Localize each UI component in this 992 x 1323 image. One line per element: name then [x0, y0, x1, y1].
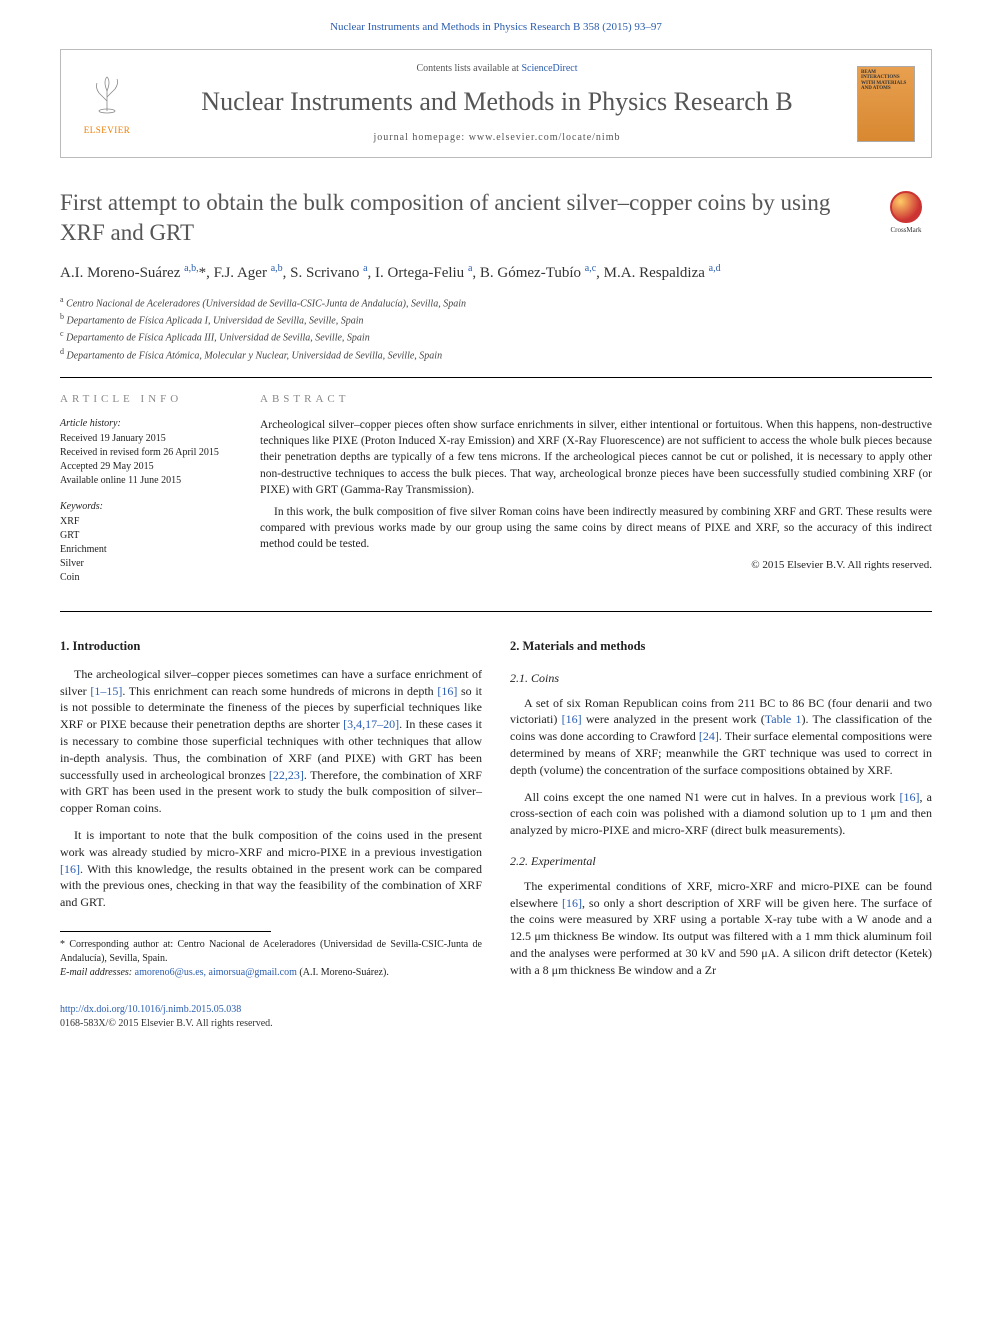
- affiliation-line: a Centro Nacional de Aceleradores (Unive…: [60, 294, 932, 311]
- keyword-item: Silver: [60, 557, 236, 571]
- abstract-paragraph: In this work, the bulk composition of fi…: [260, 504, 932, 552]
- keyword-item: Coin: [60, 571, 236, 585]
- affiliation-line: d Departamento de Física Atómica, Molecu…: [60, 346, 932, 363]
- email-label: E-mail addresses:: [60, 967, 132, 978]
- elsevier-tree-icon: [85, 71, 129, 122]
- history-label: Article history:: [60, 417, 236, 431]
- email-line: E-mail addresses: amoreno6@us.es, aimors…: [60, 966, 482, 980]
- article-history: Article history: Received 19 January 201…: [60, 417, 236, 488]
- keyword-item: GRT: [60, 529, 236, 543]
- affiliation-line: b Departamento de Física Aplicada I, Uni…: [60, 311, 932, 328]
- body-paragraph: All coins except the one named N1 were c…: [510, 789, 932, 839]
- doi-link[interactable]: http://dx.doi.org/10.1016/j.nimb.2015.05…: [60, 1004, 241, 1015]
- abstract-heading: ABSTRACT: [260, 392, 932, 407]
- body-paragraph: The experimental conditions of XRF, micr…: [510, 878, 932, 979]
- history-line: Accepted 29 May 2015: [60, 460, 236, 474]
- body-paragraph: The archeological silver–copper pieces s…: [60, 666, 482, 817]
- journal-homepage[interactable]: journal homepage: www.elsevier.com/locat…: [137, 131, 857, 145]
- cover-thumb-text: BEAM INTERACTIONS WITH MATERIALS AND ATO…: [861, 70, 911, 92]
- article-info-heading: ARTICLE INFO: [60, 392, 236, 407]
- article-title: First attempt to obtain the bulk composi…: [60, 188, 868, 248]
- section-heading-intro: 1. Introduction: [60, 638, 482, 656]
- author-email-link[interactable]: amoreno6@us.es, aimorsua@gmail.com: [135, 967, 297, 978]
- body-paragraph: A set of six Roman Republican coins from…: [510, 695, 932, 779]
- elsevier-label: ELSEVIER: [84, 124, 131, 137]
- journal-cover-thumbnail[interactable]: BEAM INTERACTIONS WITH MATERIALS AND ATO…: [857, 66, 915, 142]
- contents-line: Contents lists available at ScienceDirec…: [137, 62, 857, 76]
- subsection-heading: 2.1. Coins: [510, 670, 932, 687]
- crossmark-badge[interactable]: CrossMark: [880, 188, 932, 240]
- journal-name: Nuclear Instruments and Methods in Physi…: [137, 84, 857, 120]
- footnote-divider: [60, 931, 271, 932]
- history-line: Received in revised form 26 April 2015: [60, 446, 236, 460]
- history-line: Available online 11 June 2015: [60, 474, 236, 488]
- abstract-copyright: © 2015 Elsevier B.V. All rights reserved…: [260, 558, 932, 573]
- abstract-panel: ABSTRACT Archeological silver–copper pie…: [260, 392, 932, 597]
- header-center: Contents lists available at ScienceDirec…: [137, 62, 857, 144]
- right-column: 2. Materials and methods 2.1. Coins A set…: [510, 638, 932, 988]
- abstract-paragraph: Archeological silver–copper pieces often…: [260, 417, 932, 497]
- article-info-panel: ARTICLE INFO Article history: Received 1…: [60, 392, 260, 597]
- elsevier-logo[interactable]: ELSEVIER: [77, 69, 137, 139]
- crossmark-label: CrossMark: [890, 226, 921, 236]
- keyword-item: Enrichment: [60, 543, 236, 557]
- keyword-item: XRF: [60, 515, 236, 529]
- divider: [60, 611, 932, 612]
- left-column: 1. Introduction The archeological silver…: [60, 638, 482, 988]
- email-author-name: (A.I. Moreno-Suárez).: [299, 967, 388, 978]
- issn-copyright: 0168-583X/© 2015 Elsevier B.V. All right…: [60, 1017, 932, 1031]
- divider: [60, 377, 932, 378]
- contents-prefix: Contents lists available at: [416, 63, 521, 74]
- affiliations: a Centro Nacional de Aceleradores (Unive…: [60, 294, 932, 363]
- history-line: Received 19 January 2015: [60, 432, 236, 446]
- body-paragraph: It is important to note that the bulk co…: [60, 827, 482, 911]
- corr-author-text: * Corresponding author at: Centro Nacion…: [60, 938, 482, 966]
- keywords-block: Keywords: XRFGRTEnrichmentSilverCoin: [60, 500, 236, 585]
- corresponding-author-footnote: * Corresponding author at: Centro Nacion…: [60, 938, 482, 980]
- body-columns: 1. Introduction The archeological silver…: [60, 638, 932, 988]
- subsection-heading: 2.2. Experimental: [510, 853, 932, 870]
- journal-header-box: ELSEVIER Contents lists available at Sci…: [60, 49, 932, 157]
- journal-reference: Nuclear Instruments and Methods in Physi…: [60, 20, 932, 35]
- keywords-label: Keywords:: [60, 500, 236, 514]
- affiliation-line: c Departamento de Física Aplicada III, U…: [60, 328, 932, 345]
- page-footer: http://dx.doi.org/10.1016/j.nimb.2015.05…: [60, 1003, 932, 1031]
- author-list: A.I. Moreno-Suárez a,b,*, F.J. Ager a,b,…: [60, 262, 932, 284]
- crossmark-icon: [890, 191, 922, 223]
- sciencedirect-link[interactable]: ScienceDirect: [521, 63, 577, 74]
- section-heading-methods: 2. Materials and methods: [510, 638, 932, 656]
